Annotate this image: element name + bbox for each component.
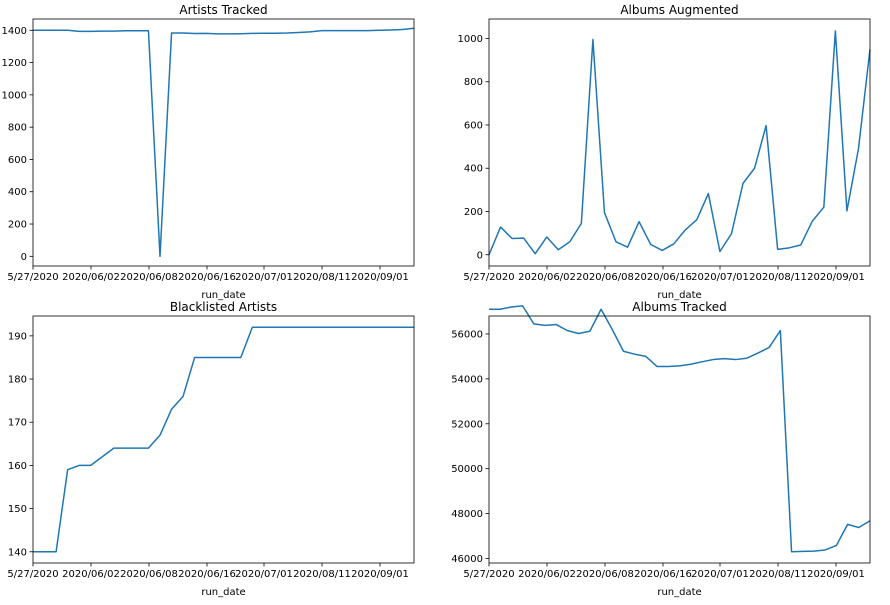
albums-tracked-title: Albums Tracked [632,300,727,314]
albums-augmented-ytick-label: 600 [464,120,483,131]
albums-tracked-axes-frame [488,315,871,564]
albums-augmented-ytick-label: 200 [464,207,483,218]
artists-tracked-xtick-label: 5/27/2020 [7,272,58,283]
albums-augmented-xtick-label: 2020/06/02 [518,272,576,283]
albums-tracked-xtick-label: 5/27/2020 [463,569,514,580]
artists-tracked-chart: Artists Tracked 0 200 400 600 800 1000 1200 1400… [2,3,415,301]
artists-tracked-xtick-label: 2020/06/08 [120,272,178,283]
blacklisted-artists-xtick-label: 5/27/2020 [7,569,58,580]
albums-augmented-ytick-label: 1000 [458,34,483,45]
albums-tracked-xlabel: run_date [657,587,701,598]
blacklisted-artists-xtick-label: 2020/07/01 [235,569,293,580]
blacklisted-artists-series-line [33,326,414,553]
artists-tracked-axes-frame [32,18,415,267]
albums-tracked-xtick-label: 2020/08/11 [749,569,807,580]
albums-augmented-xtick-label: 2020/09/01 [807,272,865,283]
artists-tracked-ytick-label: 200 [8,220,27,231]
artists-tracked-ytick-label: 600 [8,155,27,166]
artists-tracked-xtick-label: 2020/08/11 [293,272,351,283]
albums-augmented-xtick-label: 5/27/2020 [463,272,514,283]
albums-tracked-series-line [489,305,871,553]
artists-tracked-xtick-label: 2020/06/16 [178,272,236,283]
albums-tracked-chart: Albums Tracked 46000 48000 50000 52000 54000 5… [451,300,871,598]
albums-tracked-xtick-label: 2020/09/01 [807,569,865,580]
blacklisted-artists-chart: Blacklisted Artists 140 150 160 170 180 190 5/2… [7,300,415,598]
artists-tracked-series-line [33,27,415,258]
blacklisted-artists-ytick-label: 190 [8,331,27,342]
artists-tracked-xtick-label: 2020/09/01 [351,272,409,283]
artists-tracked-xlabel: run_date [201,290,245,301]
albums-augmented-series-line [488,30,871,256]
blacklisted-artists-ytick-label: 180 [8,375,27,386]
blacklisted-artists-ytick-label: 170 [8,418,27,429]
artists-tracked-ytick-label: 400 [8,187,27,198]
albums-augmented-ytick-label: 0 [477,250,483,261]
blacklisted-artists-xlabel: run_date [201,587,245,598]
albums-augmented-chart: Albums Augmented 0 200 400 600 800 1000 5/27/20… [458,3,871,301]
blacklisted-artists-xtick-label: 2020/09/01 [351,569,409,580]
albums-augmented-ytick-label: 800 [464,77,483,88]
artists-tracked-ytick-label: 1400 [2,26,27,37]
blacklisted-artists-xtick-label: 2020/06/02 [62,569,120,580]
albums-tracked-ytick-label: 48000 [451,509,483,520]
albums-tracked-ytick-label: 52000 [451,419,483,430]
albums-tracked-ytick-label: 50000 [451,464,483,475]
albums-tracked-ytick-label: 46000 [451,554,483,565]
albums-tracked-xtick-label: 2020/06/02 [518,569,576,580]
blacklisted-artists-xtick-label: 2020/08/11 [293,569,351,580]
albums-augmented-xtick-label: 2020/07/01 [691,272,749,283]
albums-tracked-ytick-label: 54000 [451,374,483,385]
albums-tracked-ytick-label: 56000 [451,329,483,340]
blacklisted-artists-title: Blacklisted Artists [170,300,277,314]
blacklisted-artists-xtick-label: 2020/06/08 [120,569,178,580]
albums-augmented-xtick-label: 2020/08/11 [749,272,807,283]
albums-augmented-axes-frame [488,18,871,267]
artists-tracked-ytick-label: 0 [21,252,27,263]
albums-tracked-xtick-label: 2020/06/08 [576,569,634,580]
artists-tracked-xtick-label: 2020/06/02 [62,272,120,283]
blacklisted-artists-ytick-label: 140 [8,547,27,558]
artists-tracked-xtick-label: 2020/07/01 [235,272,293,283]
artists-tracked-ytick-label: 1200 [2,58,27,69]
albums-augmented-ytick-label: 400 [464,164,483,175]
blacklisted-artists-ytick-label: 150 [8,504,27,515]
albums-augmented-xlabel: run_date [657,290,701,301]
blacklisted-artists-ytick-label: 160 [8,461,27,472]
artists-tracked-ytick-label: 1000 [2,90,27,101]
albums-tracked-xtick-label: 2020/06/16 [634,569,692,580]
blacklisted-artists-axes-frame [32,315,415,564]
blacklisted-artists-xtick-label: 2020/06/16 [178,569,236,580]
artists-tracked-title: Artists Tracked [179,3,267,17]
albums-tracked-xtick-label: 2020/07/01 [691,569,749,580]
albums-augmented-title: Albums Augmented [620,3,738,17]
albums-augmented-xtick-label: 2020/06/08 [576,272,634,283]
albums-augmented-xtick-label: 2020/06/16 [634,272,692,283]
artists-tracked-ytick-label: 800 [8,123,27,134]
